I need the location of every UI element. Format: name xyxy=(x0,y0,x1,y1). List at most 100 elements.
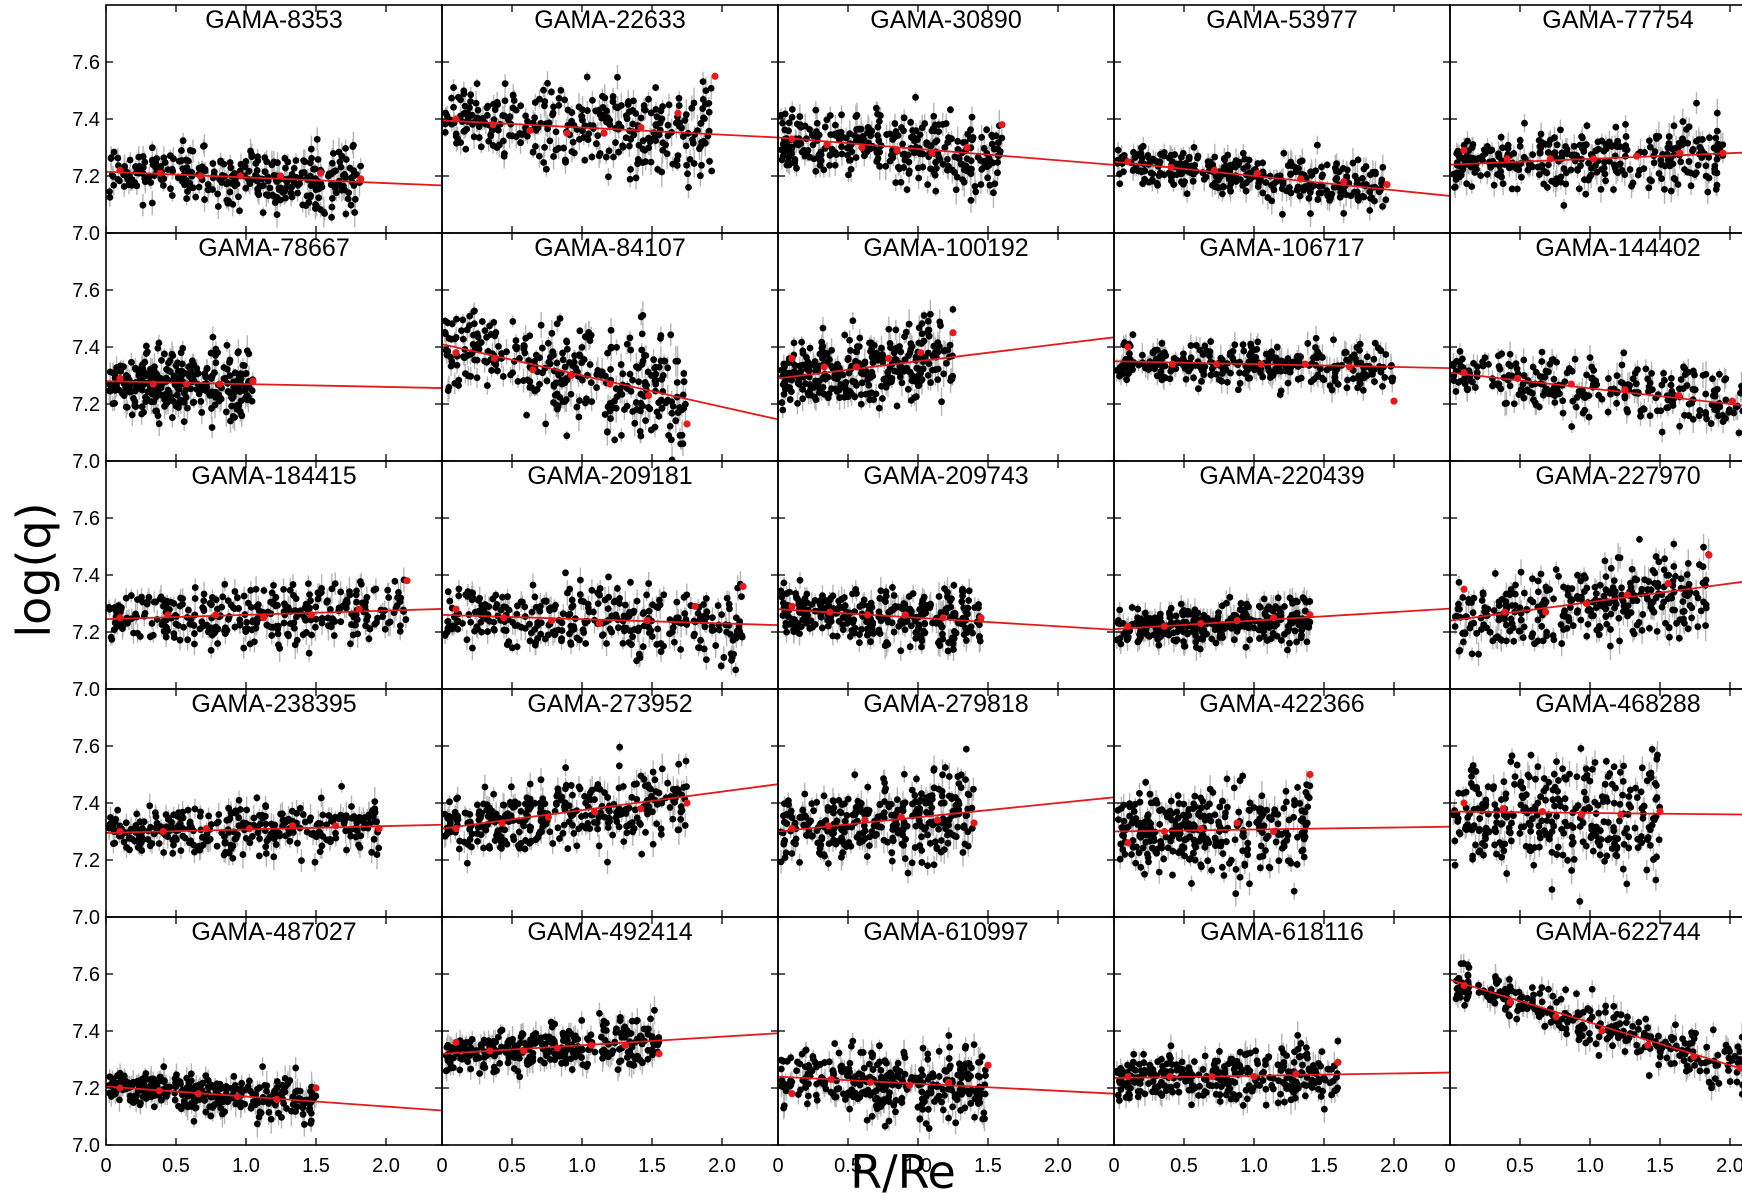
data-point xyxy=(1536,143,1544,151)
binned-point xyxy=(998,121,1006,129)
data-point xyxy=(1314,196,1322,203)
data-point xyxy=(1131,153,1139,161)
data-point xyxy=(544,125,551,133)
data-point xyxy=(561,363,569,371)
data-point xyxy=(637,114,645,122)
data-point xyxy=(947,106,954,114)
data-point xyxy=(705,127,713,135)
data-point xyxy=(127,358,135,366)
data-point xyxy=(162,390,170,398)
data-point xyxy=(641,146,649,154)
data-point xyxy=(1254,160,1262,167)
data-point xyxy=(1326,196,1333,204)
data-point xyxy=(675,102,683,109)
data-point xyxy=(875,137,883,145)
data-point xyxy=(144,388,152,396)
data-point xyxy=(676,432,684,439)
data-point xyxy=(1698,154,1706,161)
data-point xyxy=(998,134,1006,142)
data-point xyxy=(1597,185,1605,193)
data-point xyxy=(346,164,354,172)
data-point xyxy=(149,157,156,165)
panel-title: GAMA-53977 xyxy=(1206,6,1357,34)
data-point xyxy=(226,356,234,364)
data-point xyxy=(827,150,835,158)
data-point xyxy=(236,167,244,175)
data-point xyxy=(1628,182,1635,190)
data-point xyxy=(690,99,698,107)
data-point xyxy=(1460,141,1468,149)
data-point xyxy=(1351,172,1359,180)
data-point xyxy=(903,186,911,193)
data-point xyxy=(1379,202,1386,210)
data-point xyxy=(901,150,909,158)
data-point xyxy=(618,431,625,439)
data-point xyxy=(185,157,192,165)
data-point xyxy=(179,165,187,173)
data-point xyxy=(1706,134,1713,142)
data-point xyxy=(958,160,966,168)
data-point xyxy=(1211,183,1219,191)
data-point xyxy=(445,383,453,391)
data-point xyxy=(801,122,809,130)
data-point xyxy=(302,202,310,209)
data-point xyxy=(848,148,856,156)
data-point xyxy=(1580,148,1588,155)
data-point xyxy=(543,377,551,385)
panel-plot-area xyxy=(778,299,1114,419)
data-point xyxy=(259,209,267,217)
data-point xyxy=(580,356,588,363)
data-point xyxy=(294,189,301,197)
data-point xyxy=(682,111,690,119)
data-point xyxy=(1497,133,1505,141)
data-point xyxy=(838,111,845,119)
data-point xyxy=(153,407,161,415)
data-point xyxy=(779,119,786,127)
data-point xyxy=(935,128,943,136)
data-point xyxy=(342,156,350,163)
data-point xyxy=(960,178,968,186)
data-point xyxy=(193,385,201,393)
data-point xyxy=(154,388,162,396)
data-point xyxy=(544,79,551,87)
data-point xyxy=(1575,185,1583,193)
data-point xyxy=(599,104,607,111)
data-point xyxy=(180,398,188,406)
data-point xyxy=(242,369,250,377)
data-point xyxy=(1626,166,1634,173)
data-point xyxy=(632,363,640,371)
data-point xyxy=(189,184,197,192)
data-point xyxy=(1646,143,1654,151)
data-point xyxy=(1667,187,1675,195)
panel-plot-area xyxy=(1450,92,1742,212)
data-point xyxy=(210,168,218,176)
data-point xyxy=(174,174,182,182)
binned-point xyxy=(1253,169,1262,177)
data-point xyxy=(1451,184,1458,191)
data-point xyxy=(148,199,156,207)
data-point xyxy=(226,188,234,196)
data-point xyxy=(809,141,817,149)
data-point xyxy=(874,123,882,131)
data-point xyxy=(553,320,561,328)
data-point xyxy=(635,378,643,386)
data-point xyxy=(273,211,281,219)
data-point xyxy=(132,163,140,170)
data-point xyxy=(1610,186,1617,193)
data-point xyxy=(607,344,615,352)
data-point xyxy=(167,185,174,193)
data-point xyxy=(192,193,200,201)
data-point xyxy=(1691,171,1699,178)
data-point xyxy=(1544,149,1552,156)
data-point xyxy=(328,194,336,202)
data-point xyxy=(612,385,620,392)
data-point xyxy=(872,104,880,112)
data-point xyxy=(960,166,968,174)
data-point xyxy=(509,91,517,99)
data-point xyxy=(627,346,635,354)
data-point xyxy=(498,350,505,357)
data-point xyxy=(650,356,658,364)
data-point xyxy=(579,127,586,135)
data-point xyxy=(990,189,997,197)
